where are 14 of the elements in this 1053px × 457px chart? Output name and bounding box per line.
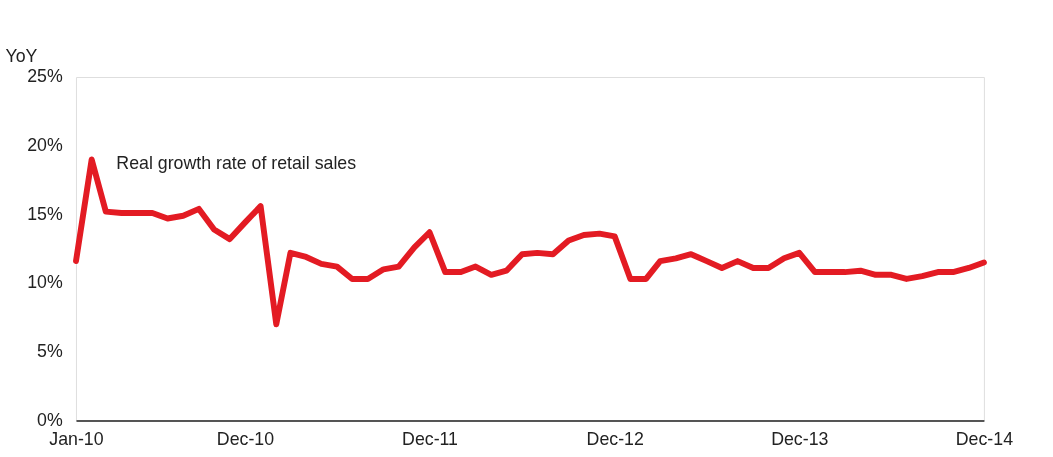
x-tick-label: Jan-10 <box>49 428 104 449</box>
y-tick-label: 15% <box>27 203 63 224</box>
x-tick-label: Dec-11 <box>402 428 458 449</box>
y-tick-label: 5% <box>37 341 63 362</box>
y-tick-label: 10% <box>27 272 63 293</box>
x-tick-label: Dec-10 <box>216 428 275 449</box>
x-tick-label: Dec-12 <box>586 428 644 449</box>
y-tick-label: 20% <box>27 135 63 156</box>
y-tick-label: 0% <box>37 409 63 430</box>
series-label: Real growth rate of retail sales <box>116 153 357 174</box>
x-tick-label: Dec-14 <box>955 428 1014 449</box>
y-tick-label: 25% <box>27 66 63 87</box>
x-tick-label: Dec-13 <box>771 428 829 449</box>
y-axis-title: YoY <box>5 45 38 66</box>
